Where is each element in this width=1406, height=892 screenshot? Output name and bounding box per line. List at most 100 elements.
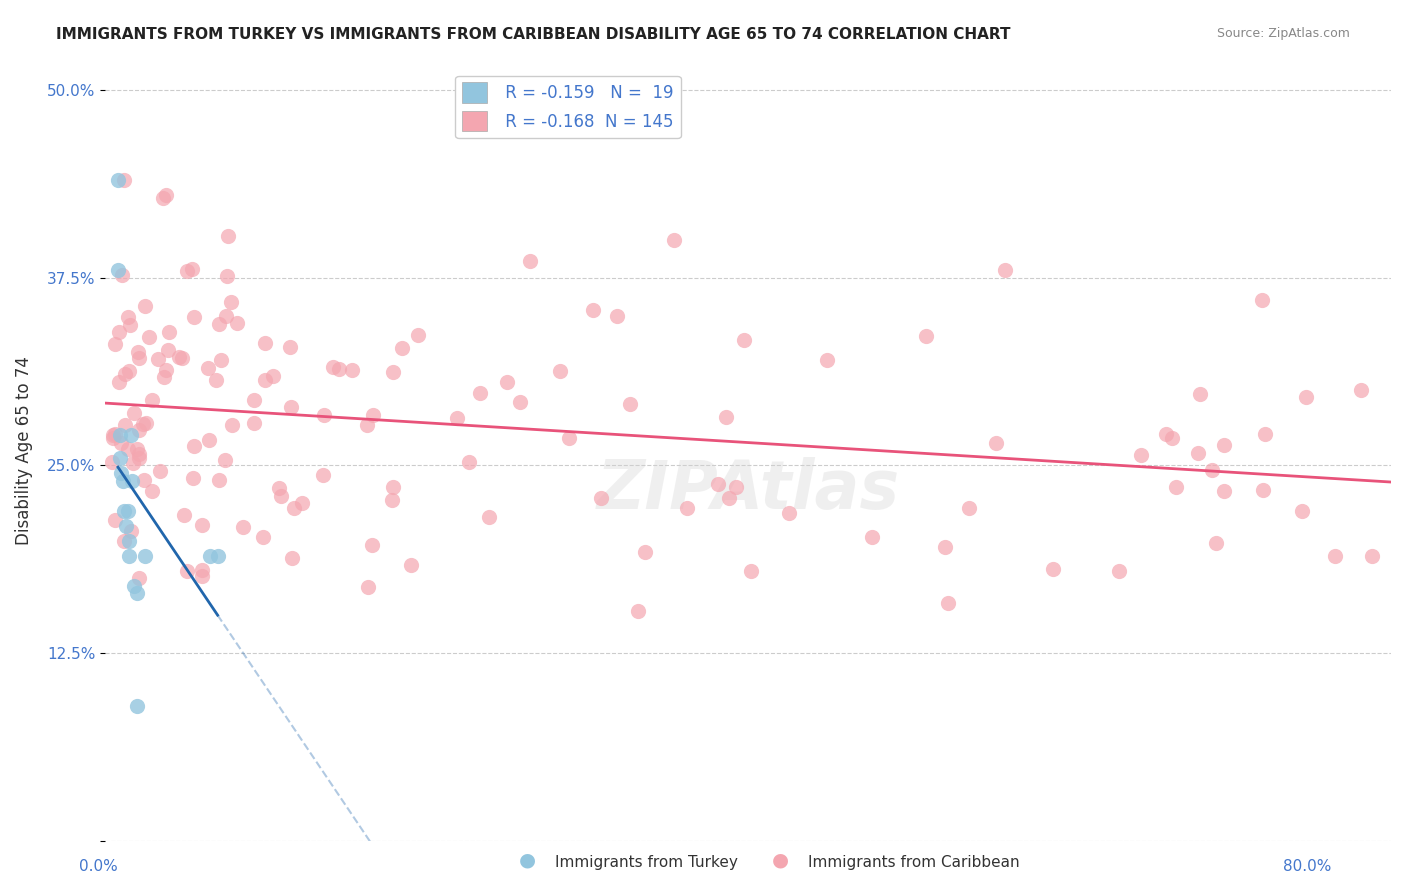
Point: [128, 450, 150, 465]
Point: [242, 416, 264, 430]
Point: [173, 508, 195, 522]
Point: [114, 418, 136, 433]
Point: [181, 471, 204, 485]
Point: [153, 370, 176, 384]
Point: [399, 558, 422, 572]
Point: [128, 351, 150, 365]
Point: [589, 491, 612, 506]
Point: [1161, 431, 1184, 445]
Point: [1350, 384, 1372, 398]
Point: [217, 228, 239, 243]
Point: [104, 513, 127, 527]
Point: [117, 310, 139, 324]
Point: [1189, 386, 1212, 401]
Point: [221, 417, 243, 432]
Point: [634, 545, 657, 559]
Point: [1156, 427, 1178, 442]
Point: [1129, 449, 1152, 463]
Point: [157, 325, 180, 339]
Point: [108, 375, 131, 389]
Point: [104, 427, 127, 442]
Point: [108, 428, 131, 442]
Text: ZIPAtlas: ZIPAtlas: [596, 457, 900, 523]
Point: [132, 417, 155, 431]
Point: [1361, 549, 1384, 564]
Point: [120, 428, 142, 442]
Point: [207, 549, 229, 563]
Point: [281, 550, 304, 565]
Point: [724, 480, 747, 494]
Point: [270, 489, 292, 503]
Point: [219, 295, 242, 310]
Point: [152, 191, 174, 205]
Point: [478, 510, 501, 524]
Point: [197, 361, 219, 376]
Point: [291, 496, 314, 510]
Point: [278, 340, 301, 354]
Legend:  R = -0.159   N =  19,  R = -0.168  N = 145: R = -0.159 N = 19, R = -0.168 N = 145: [456, 76, 681, 138]
Point: [215, 309, 238, 323]
Point: [138, 330, 160, 344]
Point: [957, 500, 980, 515]
Point: [128, 447, 150, 461]
Point: [381, 493, 404, 508]
Point: [1164, 479, 1187, 493]
Point: [190, 563, 212, 577]
Point: [183, 310, 205, 324]
Point: [253, 335, 276, 350]
Point: [1254, 426, 1277, 441]
Point: [108, 450, 131, 465]
Point: [232, 520, 254, 534]
Point: [180, 261, 202, 276]
Point: [205, 373, 228, 387]
Point: [104, 337, 127, 351]
Point: [252, 530, 274, 544]
Point: [1108, 564, 1130, 578]
Point: [208, 473, 231, 487]
Point: [356, 580, 378, 594]
Point: [208, 317, 231, 331]
Point: [986, 436, 1008, 450]
Point: [1251, 483, 1274, 498]
Point: [122, 456, 145, 470]
Text: ●: ●: [519, 851, 536, 870]
Point: [122, 579, 145, 593]
Point: [107, 325, 129, 339]
Point: [101, 428, 124, 442]
Point: [156, 343, 179, 358]
Point: [118, 364, 141, 378]
Point: [1323, 549, 1346, 563]
Point: [936, 596, 959, 610]
Point: [135, 416, 157, 430]
Point: [117, 442, 139, 456]
Point: [915, 329, 938, 343]
Point: [197, 434, 219, 448]
Point: [214, 453, 236, 467]
Point: [314, 409, 336, 423]
Point: [254, 373, 277, 387]
Point: [1201, 463, 1223, 477]
Point: [191, 569, 214, 583]
Point: [446, 410, 468, 425]
Point: [312, 468, 335, 483]
Point: [714, 410, 737, 425]
Point: [283, 501, 305, 516]
Text: Source: ZipAtlas.com: Source: ZipAtlas.com: [1216, 27, 1350, 40]
Point: [382, 365, 405, 379]
Point: [176, 264, 198, 278]
Point: [706, 476, 728, 491]
Point: [107, 263, 129, 277]
Point: [606, 310, 628, 324]
Point: [121, 474, 143, 488]
Point: [125, 442, 148, 456]
Point: [391, 341, 413, 355]
Point: [112, 533, 135, 548]
Point: [558, 431, 581, 445]
Point: [262, 368, 284, 383]
Point: [198, 549, 221, 563]
Point: [582, 303, 605, 318]
Point: [1291, 504, 1313, 518]
Point: [519, 254, 541, 268]
Point: [111, 474, 134, 488]
Point: [815, 353, 838, 368]
